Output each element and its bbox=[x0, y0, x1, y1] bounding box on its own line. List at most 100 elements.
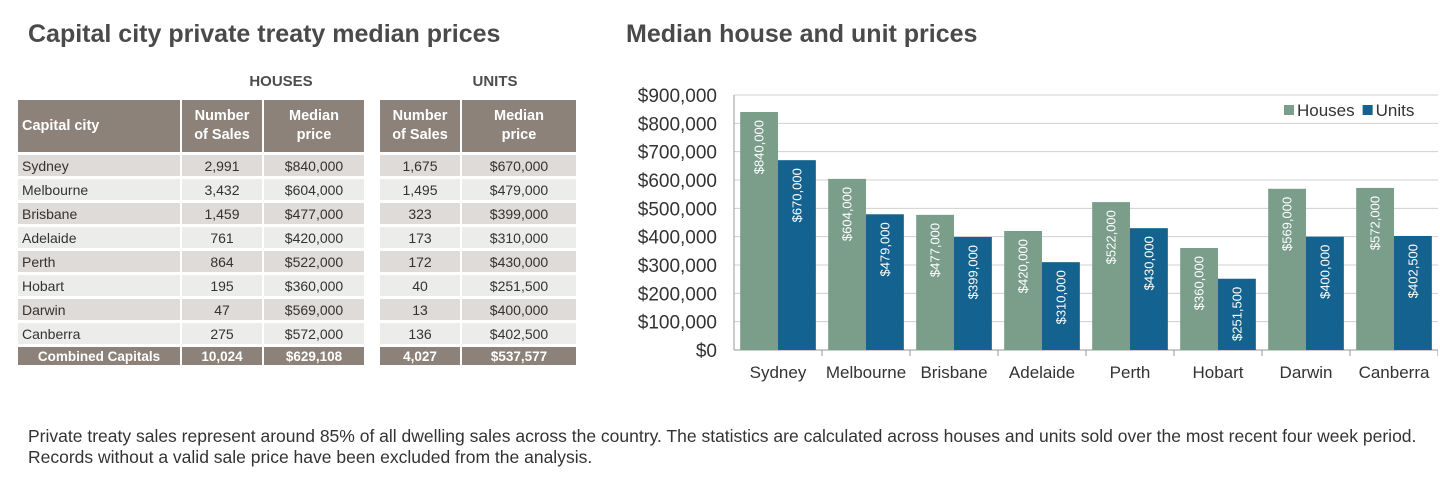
data-label: $522,000 bbox=[1104, 210, 1119, 264]
unit-sales-cell: 173 bbox=[380, 227, 462, 248]
bar-houses bbox=[740, 112, 778, 350]
unit-sales-cell: 172 bbox=[380, 251, 462, 272]
total-house-sales: 10,024 bbox=[182, 347, 264, 365]
unit-sales-cell: 1,675 bbox=[380, 155, 462, 176]
city-cell: Hobart bbox=[18, 275, 180, 296]
legend-swatch bbox=[1362, 105, 1373, 115]
total-house-price: $629,108 bbox=[264, 347, 364, 365]
header-line: price bbox=[501, 127, 537, 143]
house-sales-cell: 275 bbox=[182, 323, 264, 344]
legend-label: Houses bbox=[1297, 101, 1355, 120]
unit-sales-cell: 1,495 bbox=[380, 179, 462, 200]
x-tick-label: Melbourne bbox=[826, 363, 906, 382]
house-sales-cell: 47 bbox=[182, 299, 264, 320]
unit-sales-cell: 40 bbox=[380, 275, 462, 296]
col-header-house-sales: Number of Sales bbox=[182, 100, 264, 152]
house-sales-cell: 864 bbox=[182, 251, 264, 272]
total-unit-sales: 4,027 bbox=[380, 347, 462, 365]
bar-houses bbox=[1004, 231, 1042, 350]
bar-units bbox=[1130, 228, 1168, 350]
col-header-unit-price: Median price bbox=[462, 100, 576, 152]
unit-price-cell: $430,000 bbox=[462, 251, 576, 272]
y-tick-label: $800,000 bbox=[638, 114, 717, 135]
x-tick-label: Brisbane bbox=[920, 363, 987, 382]
header-line: of Sales bbox=[392, 127, 448, 143]
bar-houses bbox=[1268, 188, 1306, 350]
y-tick-label: $200,000 bbox=[638, 284, 717, 305]
city-cell: Brisbane bbox=[18, 203, 180, 224]
table-row: Melbourne 3,432 $604,000 1,495 $479,000 bbox=[18, 179, 576, 200]
unit-sales-cell: 13 bbox=[380, 299, 462, 320]
bar-units bbox=[1042, 262, 1080, 350]
house-price-cell: $840,000 bbox=[264, 155, 364, 176]
y-tick-label: $600,000 bbox=[638, 171, 717, 192]
bar-units bbox=[1394, 235, 1432, 350]
bar-units bbox=[866, 214, 904, 350]
house-price-cell: $569,000 bbox=[264, 299, 364, 320]
house-sales-cell: 1,459 bbox=[182, 203, 264, 224]
table-row: Hobart 195 $360,000 40 $251,500 bbox=[18, 275, 576, 296]
header-line: price bbox=[296, 127, 332, 143]
data-label: $604,000 bbox=[840, 187, 855, 241]
x-tick-label: Sydney bbox=[750, 363, 807, 382]
table-row: Darwin 47 $569,000 13 $400,000 bbox=[18, 299, 576, 320]
data-label: $477,000 bbox=[928, 223, 943, 277]
bar-houses bbox=[1092, 202, 1130, 350]
unit-price-cell: $400,000 bbox=[462, 299, 576, 320]
houses-group-header: HOUSES bbox=[249, 73, 313, 90]
data-label: $310,000 bbox=[1053, 270, 1068, 324]
header-line: Number bbox=[194, 108, 250, 124]
unit-price-cell: $251,500 bbox=[462, 275, 576, 296]
table-title: Capital city private treaty median price… bbox=[28, 20, 501, 48]
table-row: Adelaide 761 $420,000 173 $310,000 bbox=[18, 227, 576, 248]
city-cell: Melbourne bbox=[18, 179, 180, 200]
header-line: of Sales bbox=[194, 127, 250, 143]
col-header-city: Capital city bbox=[18, 100, 180, 152]
y-tick-label: $0 bbox=[696, 341, 717, 362]
x-tick-label: Adelaide bbox=[1009, 363, 1075, 382]
bar-houses bbox=[1356, 187, 1394, 350]
total-unit-price: $537,577 bbox=[462, 347, 576, 365]
data-label: $399,000 bbox=[965, 245, 980, 299]
house-sales-cell: 195 bbox=[182, 275, 264, 296]
house-price-cell: $604,000 bbox=[264, 179, 364, 200]
total-city: Combined Capitals bbox=[18, 347, 180, 365]
legend-label: Units bbox=[1376, 101, 1415, 120]
header-line: Number bbox=[392, 108, 448, 124]
data-label: $251,500 bbox=[1229, 287, 1244, 341]
x-tick-label: Canberra bbox=[1359, 363, 1430, 382]
col-header-house-price: Median price bbox=[264, 100, 364, 152]
header-line: Median bbox=[494, 108, 544, 124]
city-cell: Sydney bbox=[18, 155, 180, 176]
bar-houses bbox=[828, 178, 866, 350]
city-cell: Perth bbox=[18, 251, 180, 272]
unit-price-cell: $670,000 bbox=[462, 155, 576, 176]
house-sales-cell: 761 bbox=[182, 227, 264, 248]
data-label: $402,500 bbox=[1405, 244, 1420, 298]
unit-price-cell: $479,000 bbox=[462, 179, 576, 200]
table-row: Sydney 2,991 $840,000 1,675 $670,000 bbox=[18, 155, 576, 176]
city-cell: Canberra bbox=[18, 323, 180, 344]
house-price-cell: $420,000 bbox=[264, 227, 364, 248]
unit-sales-cell: 323 bbox=[380, 203, 462, 224]
table-header-row: Capital city Number of Sales Median price … bbox=[18, 100, 576, 152]
unit-sales-cell: 136 bbox=[380, 323, 462, 344]
footnote: Private treaty sales represent around 85… bbox=[28, 426, 1417, 467]
table-row: Brisbane 1,459 $477,000 323 $399,000 bbox=[18, 203, 576, 224]
city-cell: Adelaide bbox=[18, 227, 180, 248]
unit-price-cell: $310,000 bbox=[462, 227, 576, 248]
x-tick-label: Darwin bbox=[1280, 363, 1333, 382]
data-label: $400,000 bbox=[1317, 245, 1332, 299]
legend-swatch bbox=[1284, 105, 1294, 115]
house-sales-cell: 2,991 bbox=[182, 155, 264, 176]
chart-title: Median house and unit prices bbox=[626, 20, 978, 48]
data-label: $430,000 bbox=[1141, 236, 1156, 290]
data-label: $840,000 bbox=[752, 120, 767, 174]
col-header-unit-sales: Number of Sales bbox=[380, 100, 462, 152]
bar-units bbox=[954, 236, 992, 350]
y-tick-label: $900,000 bbox=[638, 86, 717, 107]
x-tick-label: Hobart bbox=[1192, 363, 1243, 382]
house-price-cell: $522,000 bbox=[264, 251, 364, 272]
data-label: $360,000 bbox=[1192, 256, 1207, 310]
y-tick-label: $300,000 bbox=[638, 256, 717, 277]
